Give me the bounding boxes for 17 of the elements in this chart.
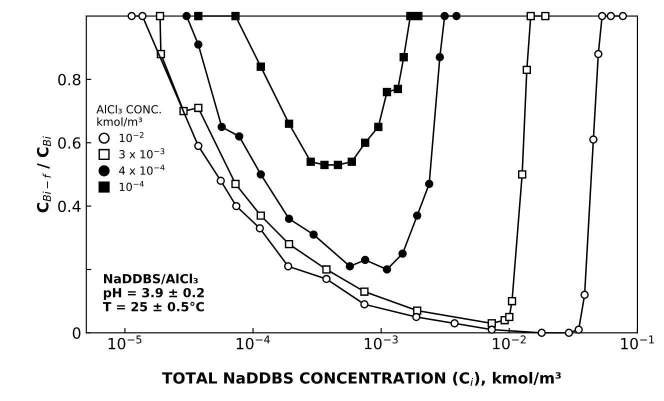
annotation: NaDDBS/AlCl₃ pH = 3.9 ± 0.2 T = 25 ± 0.5°C: [102, 274, 204, 312]
legend-title: AlCl₃ CONC. kmol/m³: [96, 104, 161, 127]
legend-label: 10$^{−4}$: [120, 180, 144, 192]
x-tick-label: 10$^{−3}$: [364, 335, 398, 350]
legend-label: 3 x 10$^{−3}$: [119, 148, 164, 158]
legend-label: 10$^{−2}$: [120, 132, 144, 142]
y-axis-title: C$_{Bi−f}$ / C$_{Bi}$: [36, 136, 51, 212]
y-tick-label: 0.8: [58, 74, 80, 86]
x-tick-label: 10$^{−4}$: [236, 336, 270, 350]
y-tick-label: 0.6: [58, 137, 80, 149]
legend-label: 4 x 10$^{−4}$: [119, 164, 165, 175]
x-tick-label: 10$^{−5}$: [108, 336, 142, 350]
y-tick-label: 0: [72, 327, 80, 339]
x-tick-label: 10$^{−1}$: [621, 336, 654, 350]
y-tick-label: 0.4: [58, 200, 81, 212]
x-tick-label: 10$^{−2}$: [493, 335, 526, 350]
x-axis-title: TOTAL NaDDBS CONCENTRATION (C$_{i}$), kmol/m³: [162, 372, 561, 386]
